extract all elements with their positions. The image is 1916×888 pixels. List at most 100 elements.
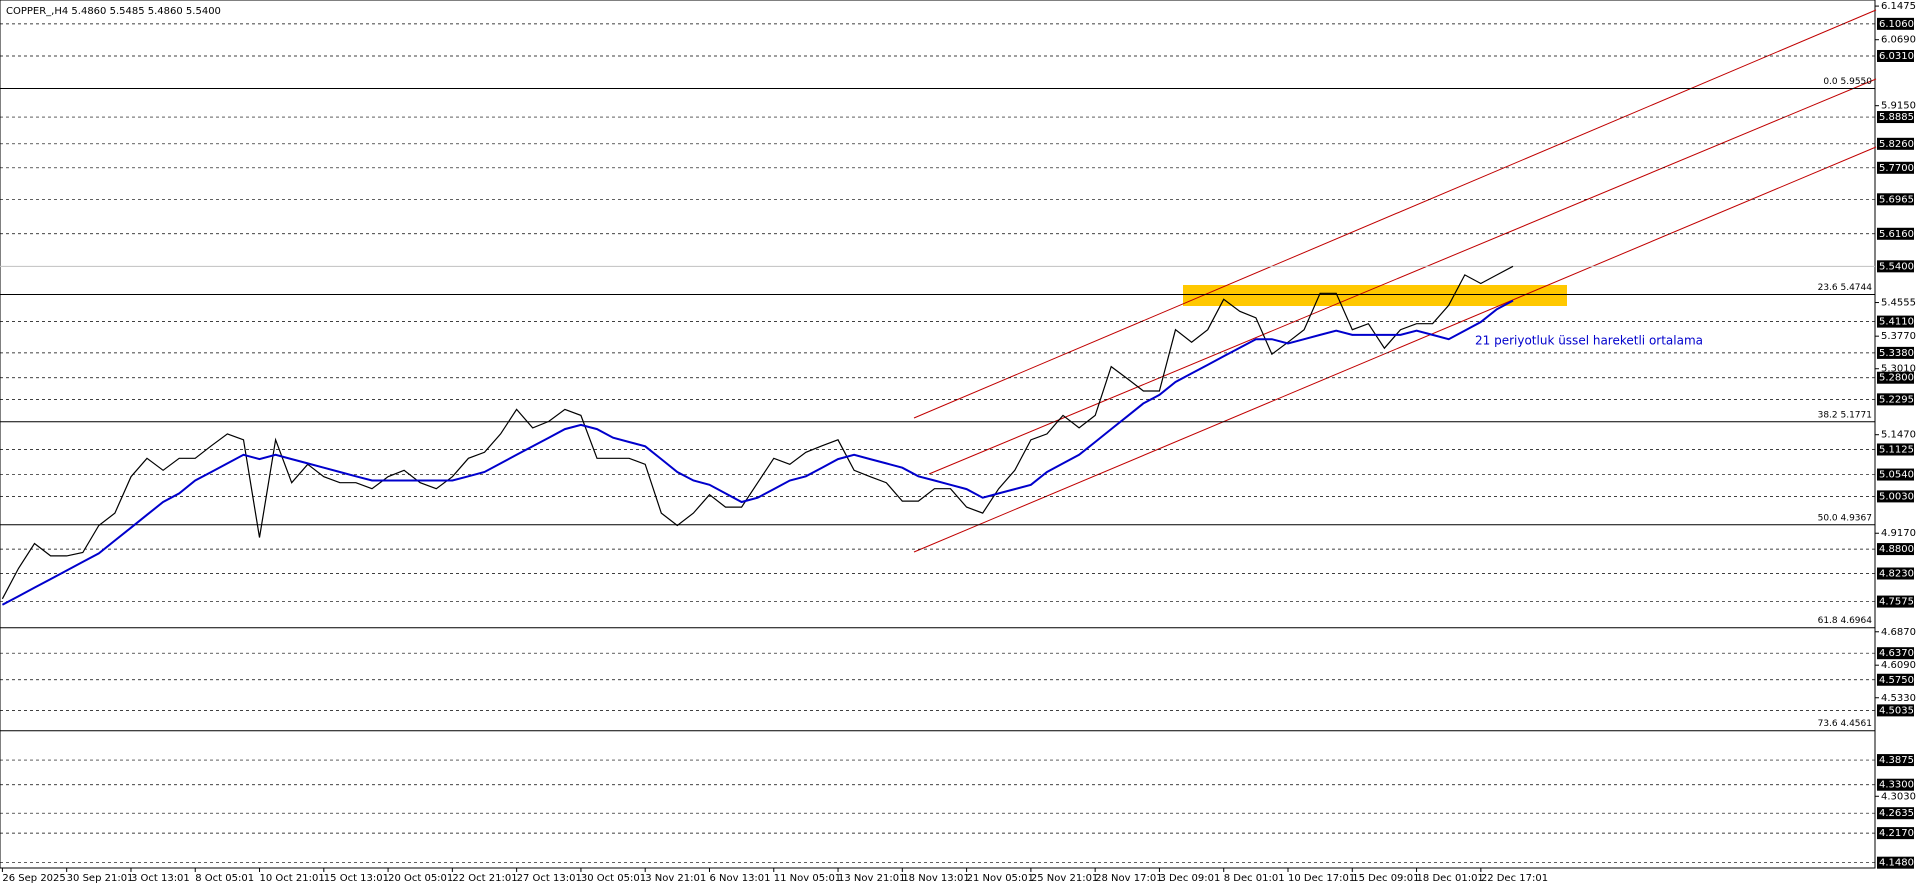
level-label-box: [1877, 17, 1914, 30]
series-line: [1, 299, 1514, 606]
level-label-box: [1877, 778, 1914, 791]
level-label-box: [1877, 49, 1914, 62]
x-tick-label: 15 Dec 09:01: [1352, 873, 1419, 884]
level-label-box: [1877, 856, 1914, 869]
x-tick-label: 8 Dec 01:01: [1224, 873, 1285, 884]
x-tick-label: 18 Nov 13:01: [902, 873, 969, 884]
fib-label: 38.2 5.1771: [1818, 410, 1872, 420]
series-line: [1, 265, 1514, 600]
y-level-label: 4.2635: [1879, 808, 1914, 819]
level-label-box: [1877, 673, 1914, 686]
fib-label: 23.6 5.4744: [1818, 283, 1873, 293]
level-label-box: [1877, 827, 1914, 840]
y-tick-label: 5.9150: [1881, 101, 1916, 112]
y-level-label: 4.3300: [1879, 780, 1914, 791]
x-tick-label: 6 Nov 13:01: [709, 873, 770, 884]
y-tick-label: 4.3030: [1881, 791, 1916, 802]
y-level-label: 5.3380: [1879, 348, 1914, 359]
x-tick-label: 13 Nov 21:01: [838, 873, 905, 884]
plot-frame: [0, 0, 1876, 869]
y-level-label: 5.6965: [1879, 194, 1914, 205]
x-tick-label: 11 Nov 05:01: [774, 873, 841, 884]
level-label-box: [1877, 111, 1914, 124]
fib-label: 0.0 5.9550: [1823, 77, 1872, 87]
y-level-label: 4.5035: [1879, 705, 1914, 716]
level-label-box: [1877, 490, 1914, 503]
fib-label: 61.8 4.6964: [1818, 616, 1873, 626]
level-label-box: [1877, 161, 1914, 174]
level-label-box: [1877, 137, 1914, 150]
level-label-box: [1877, 543, 1914, 556]
y-level-label: 4.8800: [1879, 544, 1914, 555]
y-level-label: 5.0030: [1879, 491, 1914, 502]
y-tick-label: 4.5330: [1881, 693, 1916, 704]
level-label-box: [1877, 468, 1914, 481]
level-label-box: [1877, 315, 1914, 328]
y-tick-label: 4.6090: [1881, 660, 1916, 671]
level-label-box: [1877, 346, 1914, 359]
y-level-label: 6.1060: [1879, 19, 1914, 30]
channel-lower: [913, 146, 1877, 553]
y-level-label: 5.8260: [1879, 139, 1914, 150]
level-label-box: [1877, 227, 1914, 240]
y-level-label: 4.7575: [1879, 597, 1914, 608]
level-label-box: [1877, 371, 1914, 384]
level-label-box: [1877, 393, 1914, 406]
y-level-label: 5.6160: [1879, 229, 1914, 240]
y-tick-label: 5.3010: [1881, 364, 1916, 375]
y-level-label: 5.1125: [1879, 444, 1914, 455]
resistance-zone: [1183, 285, 1567, 306]
x-tick-label: 15 Oct 13:01: [324, 873, 389, 884]
y-level-label: 5.8885: [1879, 112, 1914, 123]
y-level-label: 6.0310: [1879, 51, 1914, 62]
level-label-box: [1877, 807, 1914, 820]
y-level-label: 4.8230: [1879, 569, 1914, 580]
level-label-box: [1877, 647, 1914, 660]
y-level-label: 5.7700: [1879, 163, 1914, 174]
x-tick-label: 30 Oct 05:01: [581, 873, 646, 884]
x-tick-label: 25 Nov 21:01: [1031, 873, 1098, 884]
annotation: 21 periyotluk üssel hareketli ortalama: [1475, 334, 1703, 348]
y-tick-label: 4.9170: [1881, 528, 1916, 539]
y-level-label: 5.2295: [1879, 394, 1914, 405]
level-label-box: [1877, 567, 1914, 580]
x-tick-label: 22 Oct 21:01: [452, 873, 517, 884]
channel: [913, 9, 1877, 553]
x-tick-label: 3 Dec 09:01: [1159, 873, 1220, 884]
x-tick-label: 26 Sep 2025: [2, 873, 65, 884]
current-price-label: 5.5400: [1879, 261, 1914, 272]
fib-label: 73.6 4.4561: [1818, 719, 1872, 729]
y-level-label: 4.2170: [1879, 828, 1914, 839]
level-label-box: [1877, 754, 1914, 767]
y-level-label: 4.6370: [1879, 648, 1914, 659]
y-level-label: 5.2800: [1879, 373, 1914, 384]
channel-middle: [928, 78, 1877, 475]
level-label-box: [1877, 443, 1914, 456]
y-level-label: 4.1480: [1879, 858, 1914, 869]
y-tick-label: 5.1470: [1881, 430, 1916, 441]
x-tick-label: 21 Nov 05:01: [967, 873, 1034, 884]
x-tick-label: 20 Oct 05:01: [388, 873, 453, 884]
x-tick-label: 3 Nov 21:01: [645, 873, 706, 884]
current-price-box: [1877, 260, 1914, 273]
y-level-label: 4.3875: [1879, 755, 1914, 766]
y-level-label: 5.0540: [1879, 470, 1914, 481]
level-label-box: [1877, 595, 1914, 608]
channel-upper: [913, 9, 1877, 419]
x-tick-label: 27 Oct 13:01: [517, 873, 582, 884]
x-tick-label: 10 Oct 21:01: [260, 873, 325, 884]
x-tick-label: 10 Dec 17:01: [1288, 873, 1355, 884]
x-tick-label: 28 Nov 17:01: [1095, 873, 1162, 884]
y-tick-label: 6.0690: [1881, 35, 1916, 46]
x-tick-label: 3 Oct 13:01: [131, 873, 190, 884]
x-tick-label: 22 Dec 17:01: [1481, 873, 1548, 884]
y-tick-label: 5.4555: [1881, 298, 1916, 309]
level-label-box: [1877, 193, 1914, 206]
level-label-box: [1877, 704, 1914, 717]
y-tick-label: 4.6870: [1881, 627, 1916, 638]
chart-title: COPPER_,H4 5.4860 5.5485 5.4860 5.5400: [6, 6, 221, 17]
y-tick-label: 6.1475: [1881, 1, 1916, 12]
x-tick-label: 18 Dec 01:01: [1417, 873, 1484, 884]
y-level-label: 4.5750: [1879, 675, 1914, 686]
